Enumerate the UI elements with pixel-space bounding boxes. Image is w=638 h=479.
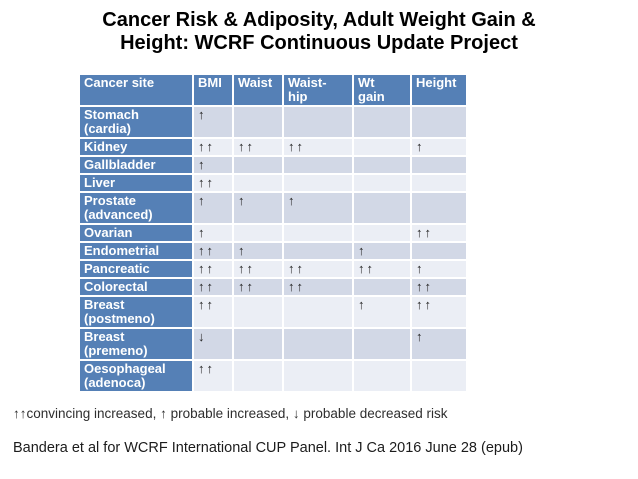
waist-hip-risk-cell: ↑↑	[282, 277, 354, 297]
table-row: Ovarian ↑ ↑↑	[78, 223, 468, 243]
waist-hip-risk-cell: ↑	[282, 191, 354, 225]
cancer-site-cell: Breast (postmeno)	[78, 295, 194, 329]
wt-gain-risk-cell	[352, 359, 412, 393]
table-row: Pancreatic ↑↑ ↑↑ ↑↑ ↑↑ ↑	[78, 259, 468, 279]
cancer-site-cell: Pancreatic	[78, 259, 194, 279]
bmi-risk-cell: ↑↑	[192, 241, 234, 261]
cancer-site-cell: Colorectal	[78, 277, 194, 297]
waist-risk-cell	[232, 295, 284, 329]
waist-hip-risk-cell	[282, 359, 354, 393]
column-header-bmi: BMI	[192, 73, 234, 107]
height-risk-cell: ↑↑	[410, 277, 468, 297]
cancer-site-cell: Ovarian	[78, 223, 194, 243]
bmi-risk-cell: ↑	[192, 191, 234, 225]
height-risk-cell: ↑	[410, 137, 468, 157]
bmi-risk-cell: ↑↑	[192, 173, 234, 193]
citation-text: Bandera et al for WCRF International CUP…	[13, 440, 523, 456]
waist-hip-risk-cell	[282, 223, 354, 243]
waist-risk-cell: ↑	[232, 241, 284, 261]
table-row: Breast (postmeno) ↑↑ ↑ ↑↑	[78, 295, 468, 329]
legend-text: ↑↑convincing increased, ↑ probable incre…	[13, 406, 448, 421]
wt-gain-risk-cell: ↑	[352, 241, 412, 261]
wt-gain-risk-cell	[352, 155, 412, 175]
title-line-2: Height: WCRF Continuous Update Project	[120, 32, 518, 54]
waist-risk-cell	[232, 327, 284, 361]
waist-hip-risk-cell	[282, 173, 354, 193]
waist-hip-risk-cell	[282, 327, 354, 361]
waist-risk-cell: ↑↑	[232, 259, 284, 279]
column-header-waist_hip: Waist- hip	[282, 73, 354, 107]
cancer-risk-table: Cancer site BMI Waist Waist- hip Wt gain Heig…	[78, 73, 468, 393]
waist-risk-cell	[232, 105, 284, 139]
wt-gain-risk-cell	[352, 277, 412, 297]
table-row: Oesophageal (adenoca) ↑↑	[78, 359, 468, 393]
waist-risk-cell	[232, 155, 284, 175]
height-risk-cell	[410, 155, 468, 175]
waist-hip-risk-cell	[282, 241, 354, 261]
waist-hip-risk-cell: ↑↑	[282, 137, 354, 157]
waist-risk-cell: ↑	[232, 191, 284, 225]
table-row: Prostate (advanced) ↑ ↑ ↑	[78, 191, 468, 225]
cancer-site-cell: Endometrial	[78, 241, 194, 261]
table-row: Liver ↑↑	[78, 173, 468, 193]
table-header-row: Cancer site BMI Waist Waist- hip Wt gain Heig…	[78, 73, 468, 107]
height-risk-cell	[410, 173, 468, 193]
column-header-height: Height	[410, 73, 468, 107]
height-risk-cell	[410, 359, 468, 393]
bmi-risk-cell: ↑	[192, 105, 234, 139]
cancer-site-cell: Oesophageal (adenoca)	[78, 359, 194, 393]
wt-gain-risk-cell	[352, 327, 412, 361]
title-line-1: Cancer Risk & Adiposity, Adult Weight Ga…	[102, 9, 536, 31]
waist-hip-risk-cell	[282, 105, 354, 139]
bmi-risk-cell: ↑	[192, 155, 234, 175]
cancer-site-cell: Breast (premeno)	[78, 327, 194, 361]
waist-hip-risk-cell	[282, 295, 354, 329]
height-risk-cell: ↑	[410, 327, 468, 361]
height-risk-cell: ↑	[410, 259, 468, 279]
cancer-site-cell: Prostate (advanced)	[78, 191, 194, 225]
height-risk-cell	[410, 241, 468, 261]
page-title: Cancer Risk & Adiposity, Adult Weight Ga…	[0, 9, 638, 55]
wt-gain-risk-cell: ↑	[352, 295, 412, 329]
column-header-wt_gain: Wt gain	[352, 73, 412, 107]
waist-risk-cell	[232, 223, 284, 243]
waist-hip-risk-cell: ↑↑	[282, 259, 354, 279]
waist-risk-cell: ↑↑	[232, 277, 284, 297]
cancer-site-cell: Stomach (cardia)	[78, 105, 194, 139]
height-risk-cell	[410, 105, 468, 139]
bmi-risk-cell: ↑↑	[192, 137, 234, 157]
table-row: Colorectal ↑↑ ↑↑ ↑↑ ↑↑	[78, 277, 468, 297]
waist-risk-cell: ↑↑	[232, 137, 284, 157]
cancer-site-cell: Kidney	[78, 137, 194, 157]
bmi-risk-cell: ↑↑	[192, 359, 234, 393]
waist-risk-cell	[232, 173, 284, 193]
table-row: Kidney ↑↑ ↑↑ ↑↑ ↑	[78, 137, 468, 157]
height-risk-cell	[410, 191, 468, 225]
table-row: Breast (premeno) ↓ ↑	[78, 327, 468, 361]
bmi-risk-cell: ↑	[192, 223, 234, 243]
waist-hip-risk-cell	[282, 155, 354, 175]
table-row: Gallbladder ↑	[78, 155, 468, 175]
wt-gain-risk-cell: ↑↑	[352, 259, 412, 279]
bmi-risk-cell: ↓	[192, 327, 234, 361]
table-row: Endometrial ↑↑ ↑ ↑	[78, 241, 468, 261]
height-risk-cell: ↑↑	[410, 295, 468, 329]
waist-risk-cell	[232, 359, 284, 393]
bmi-risk-cell: ↑↑	[192, 277, 234, 297]
wt-gain-risk-cell	[352, 105, 412, 139]
height-risk-cell: ↑↑	[410, 223, 468, 243]
cancer-site-cell: Gallbladder	[78, 155, 194, 175]
wt-gain-risk-cell	[352, 137, 412, 157]
cancer-site-cell: Liver	[78, 173, 194, 193]
wt-gain-risk-cell	[352, 191, 412, 225]
bmi-risk-cell: ↑↑	[192, 295, 234, 329]
wt-gain-risk-cell	[352, 173, 412, 193]
wt-gain-risk-cell	[352, 223, 412, 243]
column-header-site: Cancer site	[78, 73, 194, 107]
bmi-risk-cell: ↑↑	[192, 259, 234, 279]
column-header-waist: Waist	[232, 73, 284, 107]
table-row: Stomach (cardia) ↑	[78, 105, 468, 139]
